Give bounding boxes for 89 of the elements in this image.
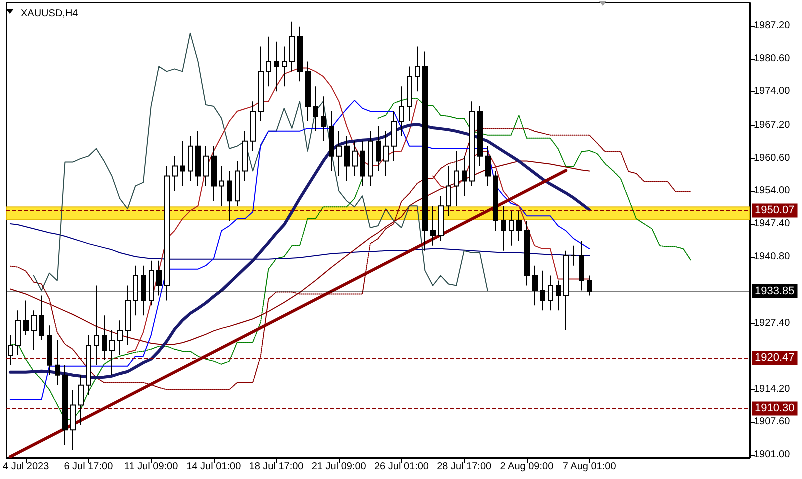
candlestick bbox=[446, 166, 451, 217]
x-tick-label: 28 Jul 17:00 bbox=[437, 462, 492, 472]
candlestick bbox=[117, 320, 123, 356]
candlestick bbox=[274, 41, 279, 92]
x-tick-label: 26 Jul 01:00 bbox=[374, 462, 430, 472]
candlestick bbox=[70, 390, 76, 451]
candlestick bbox=[242, 130, 248, 182]
candlestick bbox=[109, 330, 115, 376]
candlestick bbox=[188, 136, 193, 182]
candlestick bbox=[430, 206, 436, 246]
y-tick-label: 1974.00 bbox=[754, 86, 791, 98]
candlestick bbox=[15, 310, 21, 356]
candlestick bbox=[250, 101, 256, 152]
x-tick-label: 2 Aug 09:00 bbox=[500, 462, 554, 472]
y-tick-label: 1927.40 bbox=[754, 318, 791, 330]
candlestick bbox=[203, 146, 209, 187]
x-tick-label: 14 Jul 01:00 bbox=[186, 462, 242, 472]
y-tick-label: 1980.60 bbox=[754, 53, 791, 64]
candlestick bbox=[383, 130, 389, 177]
candlestick bbox=[227, 170, 232, 222]
candlestick bbox=[352, 140, 358, 177]
candlestick bbox=[399, 86, 404, 137]
candlestick bbox=[454, 150, 459, 207]
candlestick bbox=[258, 46, 264, 122]
y-tick-label: 1954.00 bbox=[754, 186, 791, 197]
candlestick bbox=[219, 166, 224, 207]
candlestick bbox=[571, 245, 577, 266]
candlestick bbox=[321, 96, 326, 142]
y-tick-label: 1967.20 bbox=[754, 120, 791, 131]
candlestick bbox=[469, 101, 475, 187]
x-tick-label: 6 Jul 17:00 bbox=[64, 462, 114, 472]
candlestick bbox=[289, 21, 295, 72]
candlestick bbox=[477, 106, 483, 167]
candlestick bbox=[336, 130, 342, 177]
candlestick bbox=[282, 46, 287, 88]
candlestick bbox=[368, 130, 373, 187]
candlestick bbox=[376, 126, 381, 172]
ref-line-label: 1920.47 bbox=[755, 352, 795, 364]
candlestick bbox=[501, 206, 506, 252]
candlestick bbox=[493, 170, 498, 232]
candlestick bbox=[305, 61, 311, 122]
candlestick bbox=[516, 210, 522, 242]
ref-line-label: 1933.85 bbox=[755, 285, 795, 298]
candlestick bbox=[62, 364, 68, 446]
candlestick bbox=[180, 140, 185, 187]
ref-line-label: 1950.07 bbox=[755, 204, 795, 217]
candlestick bbox=[266, 36, 271, 88]
x-tick-label: 4 Jul 2023 bbox=[2, 462, 50, 472]
candlestick bbox=[344, 136, 350, 182]
candlestick bbox=[360, 140, 365, 187]
line-series bbox=[10, 224, 590, 260]
candlestick bbox=[524, 220, 530, 286]
y-tick-label: 1914.20 bbox=[754, 384, 791, 395]
y-tick-label: 1940.80 bbox=[754, 251, 791, 262]
candlestick bbox=[102, 315, 107, 361]
candlestick bbox=[211, 146, 217, 202]
x-tick-label: 21 Jul 09:00 bbox=[312, 462, 367, 472]
y-tick-label: 1907.60 bbox=[754, 416, 791, 428]
candlestick bbox=[415, 46, 420, 92]
candlestick bbox=[485, 146, 491, 187]
y-tick-label: 1960.60 bbox=[754, 152, 791, 164]
y-tick-label: 1987.20 bbox=[754, 20, 791, 32]
candlestick bbox=[313, 86, 318, 132]
candlestick bbox=[78, 374, 84, 426]
candlestick bbox=[86, 335, 91, 396]
text: XAUUSD,H4 bbox=[21, 8, 79, 20]
x-tick-label: 11 Jul 09:00 bbox=[124, 462, 179, 472]
candlestick bbox=[329, 111, 334, 172]
candlestick bbox=[509, 210, 514, 246]
y-tick-label: 1947.40 bbox=[754, 218, 791, 230]
candlestick bbox=[422, 51, 428, 252]
candlestick bbox=[172, 156, 178, 192]
candlestick bbox=[297, 26, 303, 82]
candlestick bbox=[235, 160, 240, 207]
candlestick bbox=[438, 196, 444, 242]
candlestick bbox=[391, 111, 397, 162]
candlestick bbox=[195, 130, 201, 187]
x-tick-label: 7 Aug 01:00 bbox=[562, 462, 617, 472]
candlestick bbox=[23, 300, 29, 336]
line-series bbox=[33, 32, 488, 292]
x-tick-label: 18 Jul 17:00 bbox=[249, 462, 304, 472]
y-tick-label: 1901.00 bbox=[754, 450, 791, 461]
candlestick bbox=[39, 295, 44, 342]
candlestick bbox=[55, 340, 60, 386]
candlestick bbox=[47, 325, 52, 376]
candlestick bbox=[407, 66, 412, 122]
candlestick bbox=[31, 310, 37, 351]
candlestick bbox=[462, 156, 467, 197]
ref-line-label: 1910.30 bbox=[755, 402, 795, 415]
